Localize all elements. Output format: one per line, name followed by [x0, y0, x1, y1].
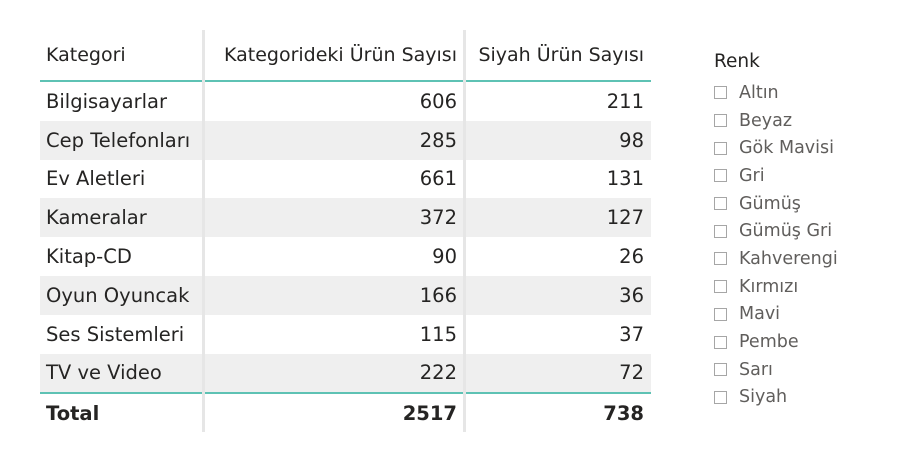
- column-header-siyah-urun-sayisi[interactable]: Siyah Ürün Sayısı: [464, 30, 651, 82]
- table-row[interactable]: Bilgisayarlar 606 211: [40, 81, 651, 121]
- black-product-count-cell: 131: [606, 167, 644, 191]
- slicer-item-label: Altın: [739, 82, 779, 103]
- slicer-item-label: Sarı: [739, 359, 773, 380]
- product-count-cell: 661: [419, 167, 457, 191]
- checkbox[interactable]: [714, 197, 727, 211]
- checkbox[interactable]: [714, 280, 727, 294]
- table-row[interactable]: TV ve Video 222 72: [40, 353, 651, 394]
- category-cell: Oyun Oyuncak: [40, 275, 202, 315]
- column-header-kategori[interactable]: Kategori: [40, 30, 202, 82]
- product-count-cell: 115: [419, 322, 457, 346]
- slicer-item-gok-mavisi[interactable]: Gök Mavisi: [714, 134, 889, 162]
- slicer-item-label: Gri: [739, 165, 765, 186]
- product-count-cell: 285: [202, 120, 464, 160]
- product-count-cell: 166: [202, 275, 464, 315]
- checkbox[interactable]: [714, 363, 727, 377]
- color-slicer: Renk Altın Beyaz Gök Mavisi Gri Gümüş Gü…: [714, 50, 889, 411]
- category-cell: Ses Sistemleri: [46, 322, 185, 346]
- slicer-item-pembe[interactable]: Pembe: [714, 328, 889, 356]
- checkbox[interactable]: [714, 141, 727, 155]
- total-black-product-count: 738: [464, 392, 651, 433]
- table-row[interactable]: Cep Telefonları 285 98: [40, 120, 651, 160]
- black-product-count-cell: 211: [606, 89, 644, 113]
- category-cell: Cep Telefonları: [40, 120, 202, 160]
- checkbox[interactable]: [714, 252, 727, 266]
- slicer-item-altin[interactable]: Altın: [714, 79, 889, 107]
- slicer-item-beyaz[interactable]: Beyaz: [714, 107, 889, 135]
- table-row[interactable]: Kameralar 372 127: [40, 198, 651, 238]
- slicer-list: Altın Beyaz Gök Mavisi Gri Gümüş Gümüş G…: [714, 79, 889, 411]
- table-row[interactable]: Oyun Oyuncak 166 36: [40, 275, 651, 315]
- table-row[interactable]: Kitap-CD 90 26: [40, 237, 651, 276]
- checkbox[interactable]: [714, 390, 727, 404]
- slicer-item-gri[interactable]: Gri: [714, 162, 889, 190]
- table-row[interactable]: Ses Sistemleri 115 37: [40, 315, 651, 354]
- slicer-item-sari[interactable]: Sarı: [714, 356, 889, 384]
- checkbox[interactable]: [714, 335, 727, 349]
- slicer-item-label: Kırmızı: [739, 276, 799, 297]
- category-cell: Bilgisayarlar: [46, 89, 168, 113]
- table-row[interactable]: Ev Aletleri 661 131: [40, 160, 651, 199]
- slicer-item-gumus-gri[interactable]: Gümüş Gri: [714, 217, 889, 245]
- slicer-item-siyah[interactable]: Siyah: [714, 384, 889, 412]
- slicer-item-label: Kahverengi: [739, 248, 838, 269]
- black-product-count-cell: 37: [619, 322, 644, 346]
- slicer-item-label: Mavi: [739, 304, 781, 325]
- black-product-count-cell: 98: [464, 120, 651, 160]
- product-count-cell: 606: [419, 89, 457, 113]
- category-cell: Kitap-CD: [46, 245, 132, 269]
- total-product-count: 2517: [202, 392, 464, 433]
- slicer-item-gumus[interactable]: Gümüş: [714, 190, 889, 218]
- category-grid: Kategori Kategorideki Ürün Sayısı Siyah …: [40, 30, 651, 433]
- total-row: Total 2517 738: [40, 392, 651, 433]
- slicer-item-label: Gümüş: [739, 193, 801, 214]
- checkbox[interactable]: [714, 224, 727, 238]
- product-count-cell: 372: [202, 198, 464, 238]
- total-label: Total: [40, 392, 202, 433]
- slicer-item-kirmizi[interactable]: Kırmızı: [714, 273, 889, 301]
- slicer-item-label: Pembe: [739, 332, 799, 353]
- black-product-count-cell: 127: [464, 198, 651, 238]
- black-product-count-cell: 72: [464, 353, 651, 394]
- column-divider[interactable]: [463, 30, 466, 432]
- slicer-item-label: Beyaz: [739, 110, 793, 131]
- column-header-kategorideki-urun-sayisi[interactable]: Kategorideki Ürün Sayısı: [202, 30, 464, 82]
- category-cell: Kameralar: [40, 198, 202, 238]
- product-count-cell: 222: [202, 353, 464, 394]
- black-product-count-cell: 26: [619, 245, 644, 269]
- checkbox[interactable]: [714, 307, 727, 321]
- category-cell: TV ve Video: [40, 353, 202, 394]
- category-table: Kategori Kategorideki Ürün Sayısı Siyah …: [40, 30, 651, 433]
- category-cell: Ev Aletleri: [46, 167, 146, 191]
- slicer-item-kahverengi[interactable]: Kahverengi: [714, 245, 889, 273]
- slicer-title: Renk: [714, 51, 760, 72]
- checkbox[interactable]: [714, 86, 727, 100]
- slicer-item-mavi[interactable]: Mavi: [714, 301, 889, 329]
- slicer-item-label: Siyah: [739, 387, 788, 408]
- slicer-item-label: Gök Mavisi: [739, 138, 834, 159]
- black-product-count-cell: 36: [464, 275, 651, 315]
- slicer-item-label: Gümüş Gri: [739, 221, 833, 242]
- checkbox[interactable]: [714, 114, 727, 128]
- product-count-cell: 90: [432, 245, 457, 269]
- checkbox[interactable]: [714, 169, 727, 183]
- header-row: Kategori Kategorideki Ürün Sayısı Siyah …: [40, 30, 651, 82]
- column-divider[interactable]: [202, 30, 205, 432]
